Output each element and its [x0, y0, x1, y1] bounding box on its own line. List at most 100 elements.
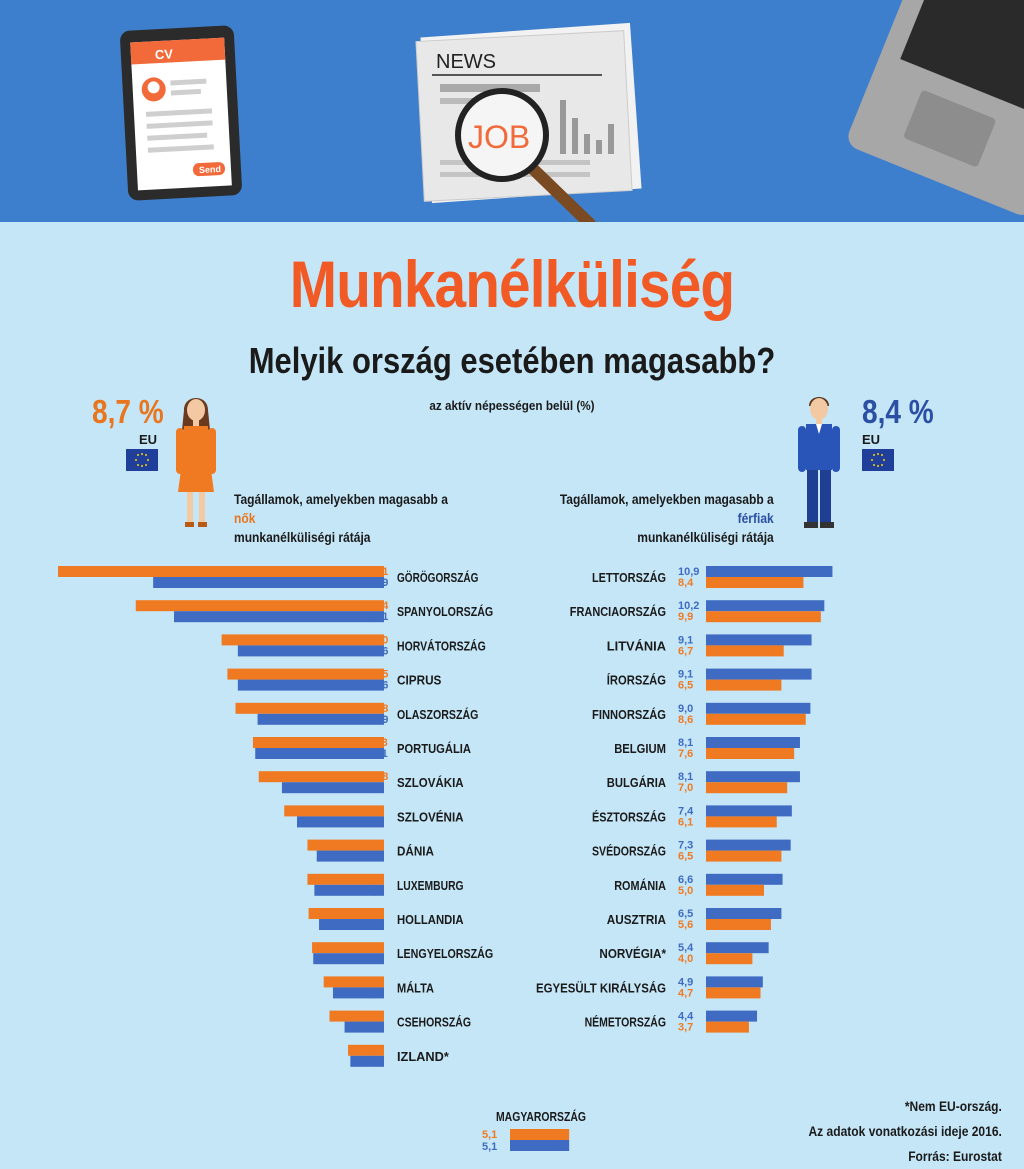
value-label-men: 6,6	[678, 874, 693, 886]
bar-men	[706, 566, 833, 577]
value-label-women: 13,5	[367, 669, 388, 681]
value-label-women: 4,0	[678, 953, 693, 965]
value-label-men: 6,0	[367, 885, 382, 897]
category-label: LENGYELORSZÁG	[397, 946, 493, 961]
value-label-men: 10,9	[678, 566, 699, 578]
value-label-men: 6,1	[367, 953, 382, 965]
hungary-chart: MAGYARORSZÁG 5,15,1	[482, 1109, 586, 1153]
category-label: BULGÁRIA	[607, 775, 667, 790]
category-label: ROMÁNIA	[614, 878, 666, 893]
page-title: Munkanélküliség	[289, 247, 735, 321]
non-eu-note: *Nem EU-ország.	[904, 1098, 1002, 1114]
men-higher-chart: 10,98,4 LETTORSZÁG 10,29,9 FRANCIAORSZÁG 9,1…	[536, 566, 833, 1034]
unit-note: az aktív népességen belül (%)	[429, 398, 595, 413]
eu-women-value: 8,7 %	[92, 393, 164, 430]
bar-men	[319, 919, 384, 930]
bar-women	[706, 645, 784, 657]
bar-men	[255, 748, 384, 759]
bar-men	[344, 1021, 384, 1033]
bar-women	[706, 782, 788, 794]
bar-men	[350, 1055, 384, 1067]
value-label-men: 7,5	[367, 816, 382, 828]
value-label-men: 19,9	[367, 577, 388, 589]
bar-women	[348, 1044, 384, 1056]
value-label-men: 12,6	[367, 645, 388, 657]
value-label-women: 4,7	[367, 1011, 382, 1023]
value-label-women: 7,6	[678, 748, 693, 760]
bar-men	[706, 771, 800, 783]
bar-men	[313, 953, 384, 965]
category-label: AUSZTRIA	[607, 912, 667, 927]
bar-men	[706, 873, 783, 885]
value-label-women: 5,6	[678, 919, 693, 931]
value-label-women: 3,1	[367, 1045, 382, 1057]
bar-men	[332, 987, 384, 999]
men-heading-line3: munkanélküliségi rátája	[637, 529, 774, 545]
eu-flag-icon	[862, 449, 894, 471]
women-heading-line1: Tagállamok, amelyekben magasabb a	[234, 491, 448, 507]
category-label: SZLOVÁKIA	[397, 775, 464, 790]
women-heading-highlight: nők	[234, 510, 256, 526]
men-heading-highlight: férfiak	[737, 510, 774, 526]
value-label-men: 9,0	[678, 703, 693, 715]
man-icon	[798, 397, 840, 528]
category-label: LITVÁNIA	[607, 638, 667, 653]
category-label: SZLOVÉNIA	[397, 809, 464, 824]
job-label: JOB	[468, 119, 530, 155]
category-label: GÖRÖGORSZÁG	[397, 570, 478, 585]
banner-illustration: CV Send NEWS	[120, 0, 1024, 222]
category-label: NÉMETORSZÁG	[585, 1015, 666, 1030]
bar-men	[706, 942, 769, 954]
value-label-women: 6,6	[367, 874, 382, 886]
eu-women-label: EU	[139, 432, 158, 447]
bar-women	[706, 816, 777, 828]
bar-women	[307, 839, 384, 851]
value-label-women: 6,2	[367, 942, 382, 954]
category-label: EGYESÜLT KIRÁLYSÁG	[536, 980, 666, 995]
value-label-women: 10,8	[367, 771, 388, 783]
value-label-women: 6,6	[367, 840, 382, 852]
page-subtitle: Melyik ország esetében magasabb?	[248, 340, 776, 381]
value-label-women: 8,6	[678, 714, 693, 726]
category-label: DÁNIA	[397, 844, 435, 859]
value-label-women: 8,6	[367, 805, 382, 817]
cv-label: CV	[155, 46, 174, 62]
magnifier-icon: JOB	[455, 88, 596, 222]
bar-women	[235, 702, 384, 714]
value-label-men: 4,4	[367, 987, 383, 999]
value-label-men: 8,1	[678, 737, 693, 749]
bar-women	[329, 1010, 384, 1022]
bar-women	[312, 942, 384, 954]
value-label-women: 5,2	[367, 976, 382, 988]
category-label: LETTORSZÁG	[592, 570, 666, 585]
value-label-men: 4,4	[678, 1011, 694, 1023]
bar-men	[706, 805, 792, 817]
category-label: MAGYARORSZÁG	[496, 1109, 586, 1124]
bar-women	[135, 600, 384, 612]
bar-men	[510, 1140, 570, 1151]
eu-flag-icon	[126, 449, 158, 471]
value-label-men: 18,1	[367, 611, 388, 623]
value-label-women: 5,1	[482, 1129, 497, 1141]
value-label-men: 9,1	[678, 634, 693, 646]
men-heading: Tagállamok, amelyekben magasabb a férfia…	[560, 490, 774, 547]
bar-men	[706, 600, 825, 612]
women-heading-line3: munkanélküliségi rátája	[234, 529, 371, 545]
bar-men	[706, 737, 800, 748]
value-label-women: 3,7	[678, 1022, 693, 1034]
value-label-men: 5,6	[367, 919, 382, 931]
bar-men	[706, 908, 782, 919]
category-label: HORVÁTORSZÁG	[397, 638, 486, 653]
bar-women	[308, 908, 384, 919]
bar-women	[706, 1021, 749, 1033]
tablet-icon: CV Send	[120, 25, 242, 201]
category-label: BELGIUM	[614, 741, 666, 756]
value-label-men: 5,8	[367, 851, 382, 863]
bar-men	[257, 713, 384, 725]
value-label-men: 3,4	[367, 1022, 383, 1034]
value-label-women: 6,1	[678, 816, 693, 828]
value-label-women: 21,4	[367, 600, 389, 612]
value-label-women: 14,0	[367, 634, 388, 646]
value-label-men: 4,9	[678, 976, 693, 988]
value-label-men: 5,1	[482, 1141, 497, 1153]
